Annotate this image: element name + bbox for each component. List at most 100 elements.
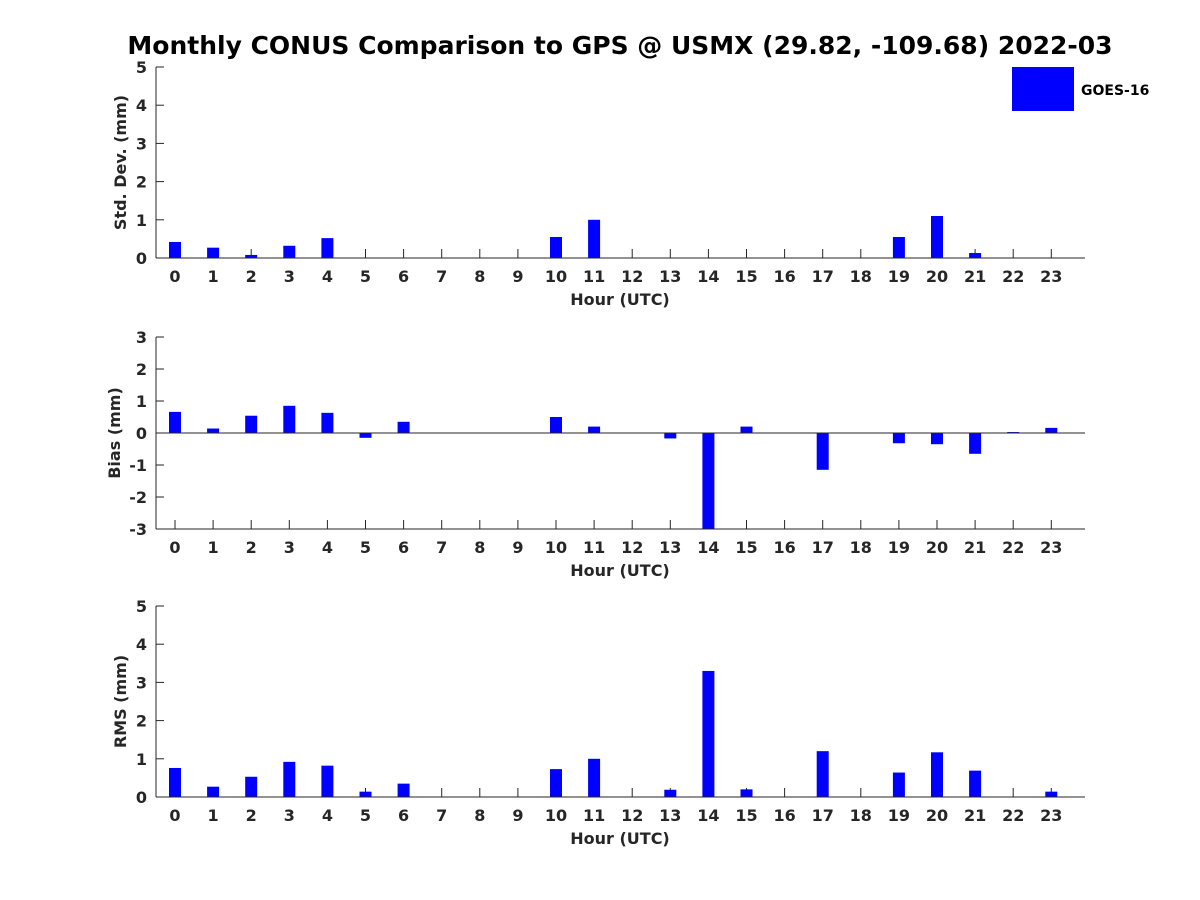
x-axis-label: Hour (UTC) — [570, 829, 670, 848]
x-tick-label: 23 — [1040, 267, 1062, 286]
x-tick-label: 17 — [812, 806, 834, 825]
x-tick-label: 10 — [545, 538, 567, 557]
y-tick-label: -1 — [129, 456, 147, 475]
x-tick-label: 16 — [773, 267, 795, 286]
x-tick-label: 15 — [735, 806, 757, 825]
y-axis-label: Bias (mm) — [105, 387, 124, 479]
bar-bias-19 — [892, 433, 905, 444]
x-tick-label: 8 — [474, 267, 485, 286]
x-tick-label: 5 — [360, 267, 371, 286]
x-tick-label: 0 — [169, 267, 180, 286]
y-tick-label: 5 — [136, 597, 147, 616]
x-tick-label: 20 — [926, 806, 948, 825]
x-tick-label: 14 — [697, 267, 719, 286]
bar-rms-1 — [207, 786, 220, 797]
legend-label: GOES-16 — [1081, 83, 1149, 99]
x-tick-label: 5 — [360, 806, 371, 825]
x-tick-label: 1 — [208, 267, 219, 286]
bar-bias-3 — [283, 405, 296, 433]
bar-std-2 — [245, 254, 258, 258]
bar-bias-10 — [550, 417, 562, 433]
bar-bias-0 — [169, 411, 181, 433]
x-axis-label: Hour (UTC) — [570, 561, 670, 580]
legend-swatch — [1012, 67, 1074, 111]
x-tick-label: 15 — [735, 538, 757, 557]
bar-bias-14 — [702, 433, 715, 529]
x-tick-label: 22 — [1002, 267, 1024, 286]
x-tick-label: 19 — [888, 806, 910, 825]
bar-rms-11 — [588, 758, 601, 797]
x-tick-label: 6 — [398, 267, 409, 286]
x-tick-label: 21 — [964, 806, 986, 825]
y-tick-label: -2 — [129, 488, 147, 507]
bar-rms-19 — [892, 772, 905, 797]
y-tick-label: 1 — [136, 211, 147, 230]
y-tick-label: 4 — [136, 635, 147, 654]
bar-std-3 — [283, 245, 296, 258]
x-tick-label: 21 — [964, 538, 986, 557]
x-tick-label: 18 — [850, 267, 872, 286]
y-tick-label: 3 — [136, 673, 147, 692]
bar-bias-2 — [245, 415, 258, 433]
x-tick-label: 23 — [1040, 806, 1062, 825]
bar-bias-21 — [969, 433, 982, 454]
x-tick-label: 13 — [659, 267, 681, 286]
bar-bias-4 — [321, 412, 334, 433]
legend: GOES-16 — [1012, 67, 1149, 111]
x-tick-label: 10 — [545, 806, 567, 825]
bar-bias-6 — [397, 421, 410, 433]
x-tick-label: 20 — [926, 538, 948, 557]
bar-std-4 — [321, 238, 334, 258]
chart-title: Monthly CONUS Comparison to GPS @ USMX (… — [127, 31, 1112, 60]
bar-rms-4 — [321, 765, 334, 797]
x-tick-label: 13 — [659, 806, 681, 825]
x-tick-label: 21 — [964, 267, 986, 286]
x-tick-label: 17 — [812, 267, 834, 286]
x-tick-label: 22 — [1002, 538, 1024, 557]
x-tick-label: 0 — [169, 806, 180, 825]
bar-rms-3 — [283, 761, 296, 797]
x-tick-label: 6 — [398, 538, 409, 557]
y-tick-label: 1 — [136, 392, 147, 411]
x-tick-label: 3 — [284, 806, 295, 825]
bar-bias-23 — [1045, 427, 1058, 433]
x-tick-label: 12 — [621, 538, 643, 557]
x-tick-label: 2 — [246, 806, 257, 825]
bar-bias-17 — [816, 433, 829, 470]
bar-std-21 — [969, 253, 982, 258]
bar-bias-1 — [207, 428, 220, 433]
x-tick-label: 8 — [474, 806, 485, 825]
x-tick-label: 1 — [208, 538, 219, 557]
x-tick-label: 11 — [583, 538, 605, 557]
y-tick-label: 3 — [136, 328, 147, 347]
x-tick-label: 9 — [512, 538, 523, 557]
x-tick-label: 19 — [888, 538, 910, 557]
x-tick-label: 3 — [284, 538, 295, 557]
x-tick-label: 11 — [583, 806, 605, 825]
y-tick-label: 1 — [136, 750, 147, 769]
bar-rms-17 — [816, 751, 829, 797]
bar-rms-13 — [664, 789, 677, 797]
bar-bias-13 — [664, 433, 677, 439]
bar-rms-5 — [359, 791, 372, 797]
y-tick-label: 4 — [136, 96, 147, 115]
bar-std-19 — [892, 236, 905, 258]
y-tick-label: 5 — [136, 58, 147, 77]
x-tick-label: 7 — [436, 806, 447, 825]
x-tick-label: 16 — [773, 806, 795, 825]
x-tick-label: 18 — [850, 538, 872, 557]
bar-std-20 — [931, 215, 943, 258]
bar-rms-15 — [740, 789, 753, 797]
bar-rms-20 — [931, 752, 943, 797]
x-tick-label: 14 — [697, 806, 719, 825]
y-tick-label: 3 — [136, 134, 147, 153]
x-tick-label: 10 — [545, 267, 567, 286]
x-tick-label: 4 — [322, 806, 333, 825]
y-tick-label: 2 — [136, 712, 147, 731]
x-tick-label: 12 — [621, 267, 643, 286]
